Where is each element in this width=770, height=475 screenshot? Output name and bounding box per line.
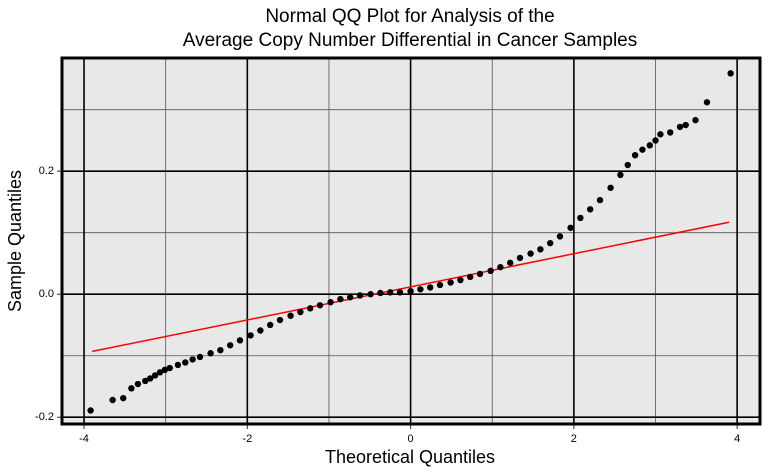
point <box>682 121 689 129</box>
point <box>217 346 224 354</box>
point <box>657 131 664 138</box>
point <box>236 337 244 344</box>
point <box>586 206 594 213</box>
plot-border <box>60 56 762 426</box>
point <box>182 359 189 366</box>
point <box>109 396 116 404</box>
point <box>226 342 234 349</box>
point <box>196 353 204 361</box>
point <box>727 70 734 77</box>
point <box>617 171 624 179</box>
point <box>537 246 544 253</box>
point <box>624 161 631 169</box>
point <box>367 291 374 298</box>
point <box>377 289 384 297</box>
point <box>646 142 653 149</box>
point <box>652 137 659 144</box>
point <box>556 233 564 240</box>
point <box>356 292 364 299</box>
point <box>457 276 464 284</box>
point <box>596 196 604 204</box>
point <box>407 287 414 295</box>
point <box>487 267 494 275</box>
point <box>156 369 164 376</box>
point <box>436 281 444 289</box>
chart-title: Normal QQ Plot for Analysis of the <box>265 6 554 27</box>
point <box>676 123 684 131</box>
point <box>120 394 127 402</box>
point <box>396 289 404 296</box>
point <box>692 116 699 124</box>
point <box>516 254 524 262</box>
point <box>166 364 173 372</box>
point <box>266 321 274 329</box>
point <box>316 302 324 309</box>
point <box>337 295 344 303</box>
point <box>161 366 169 374</box>
point <box>417 286 424 293</box>
x-tick-label: 4 <box>734 433 740 445</box>
point <box>666 129 674 136</box>
point <box>306 305 314 312</box>
point <box>276 316 284 324</box>
x-tick-label: 0 <box>408 433 414 445</box>
y-axis-label: Sample Quantiles <box>5 170 25 312</box>
point <box>189 356 196 363</box>
point <box>466 273 474 281</box>
point <box>506 259 514 267</box>
reference-line <box>92 221 730 353</box>
point <box>567 224 574 231</box>
point <box>639 146 646 153</box>
point <box>386 289 394 296</box>
point <box>447 279 454 286</box>
point <box>703 99 711 106</box>
point <box>631 151 639 159</box>
point <box>297 308 304 316</box>
point <box>346 294 354 301</box>
point <box>207 350 214 357</box>
point <box>327 299 334 306</box>
point <box>146 375 154 382</box>
point <box>577 214 584 222</box>
point <box>527 250 534 257</box>
point <box>426 284 434 291</box>
point <box>151 372 159 379</box>
point <box>287 312 294 319</box>
point <box>174 361 182 369</box>
x-tick-label: -2 <box>242 433 252 445</box>
y-tick-label: 0.0 <box>39 288 54 300</box>
point <box>87 407 94 414</box>
point <box>476 270 484 278</box>
point <box>134 380 142 388</box>
point <box>128 385 135 392</box>
point <box>247 332 254 339</box>
point <box>546 239 554 247</box>
y-tick-label: 0.2 <box>39 165 54 177</box>
chart-title: Average Copy Number Differential in Canc… <box>183 30 637 51</box>
x-tick-label: 2 <box>571 433 577 445</box>
y-tick-label: -0.2 <box>35 411 54 423</box>
point <box>257 327 264 334</box>
point <box>607 184 614 191</box>
x-axis-label: Theoretical Quantiles <box>325 447 495 467</box>
x-tick-label: -4 <box>79 433 89 445</box>
point <box>142 377 149 385</box>
point <box>497 263 504 271</box>
